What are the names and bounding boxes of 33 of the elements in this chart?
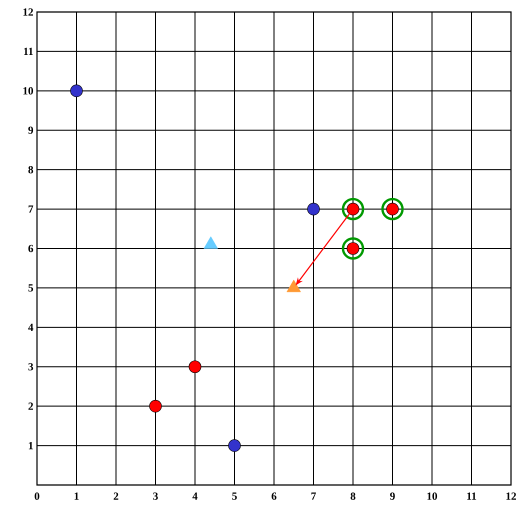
x-tick-label: 6	[272, 492, 276, 500]
point	[188, 360, 202, 374]
point	[342, 198, 364, 220]
y-tick-label: 1	[28, 442, 33, 450]
y-tick-label: 2	[28, 402, 33, 410]
y-tick-label: 12	[23, 8, 33, 16]
point	[342, 237, 364, 260]
y-tick-label: 4	[28, 324, 34, 331]
y-tick-label: 6	[28, 244, 34, 252]
y-tick-label: 7	[28, 206, 34, 213]
point	[149, 400, 162, 412]
x-tick-label: 7	[311, 492, 316, 500]
x-tick-label: 11	[467, 492, 476, 500]
point	[228, 439, 241, 452]
x-tick-label: 2	[114, 492, 118, 500]
point	[307, 202, 320, 216]
y-tick-label: 5	[28, 284, 34, 292]
x-tick-label: 1	[74, 492, 79, 500]
x-tick-label: 0	[34, 492, 40, 500]
point	[381, 198, 404, 220]
x-tick-label: 9	[390, 492, 395, 500]
x-tick-label: 3	[153, 492, 158, 500]
x-tick-label: 10	[427, 492, 438, 500]
x-tick-label: 5	[232, 492, 237, 500]
x-tick-label: 8	[350, 492, 356, 500]
y-tick-label: 10	[23, 87, 34, 95]
y-tick-label: 3	[28, 363, 34, 370]
point	[70, 84, 83, 98]
x-tick-label: 12	[506, 492, 516, 500]
x-tick-label: 4	[192, 492, 198, 500]
y-tick-label: 9	[28, 126, 34, 134]
y-tick-label: 8	[28, 166, 34, 174]
y-tick-label: 11	[24, 48, 33, 56]
